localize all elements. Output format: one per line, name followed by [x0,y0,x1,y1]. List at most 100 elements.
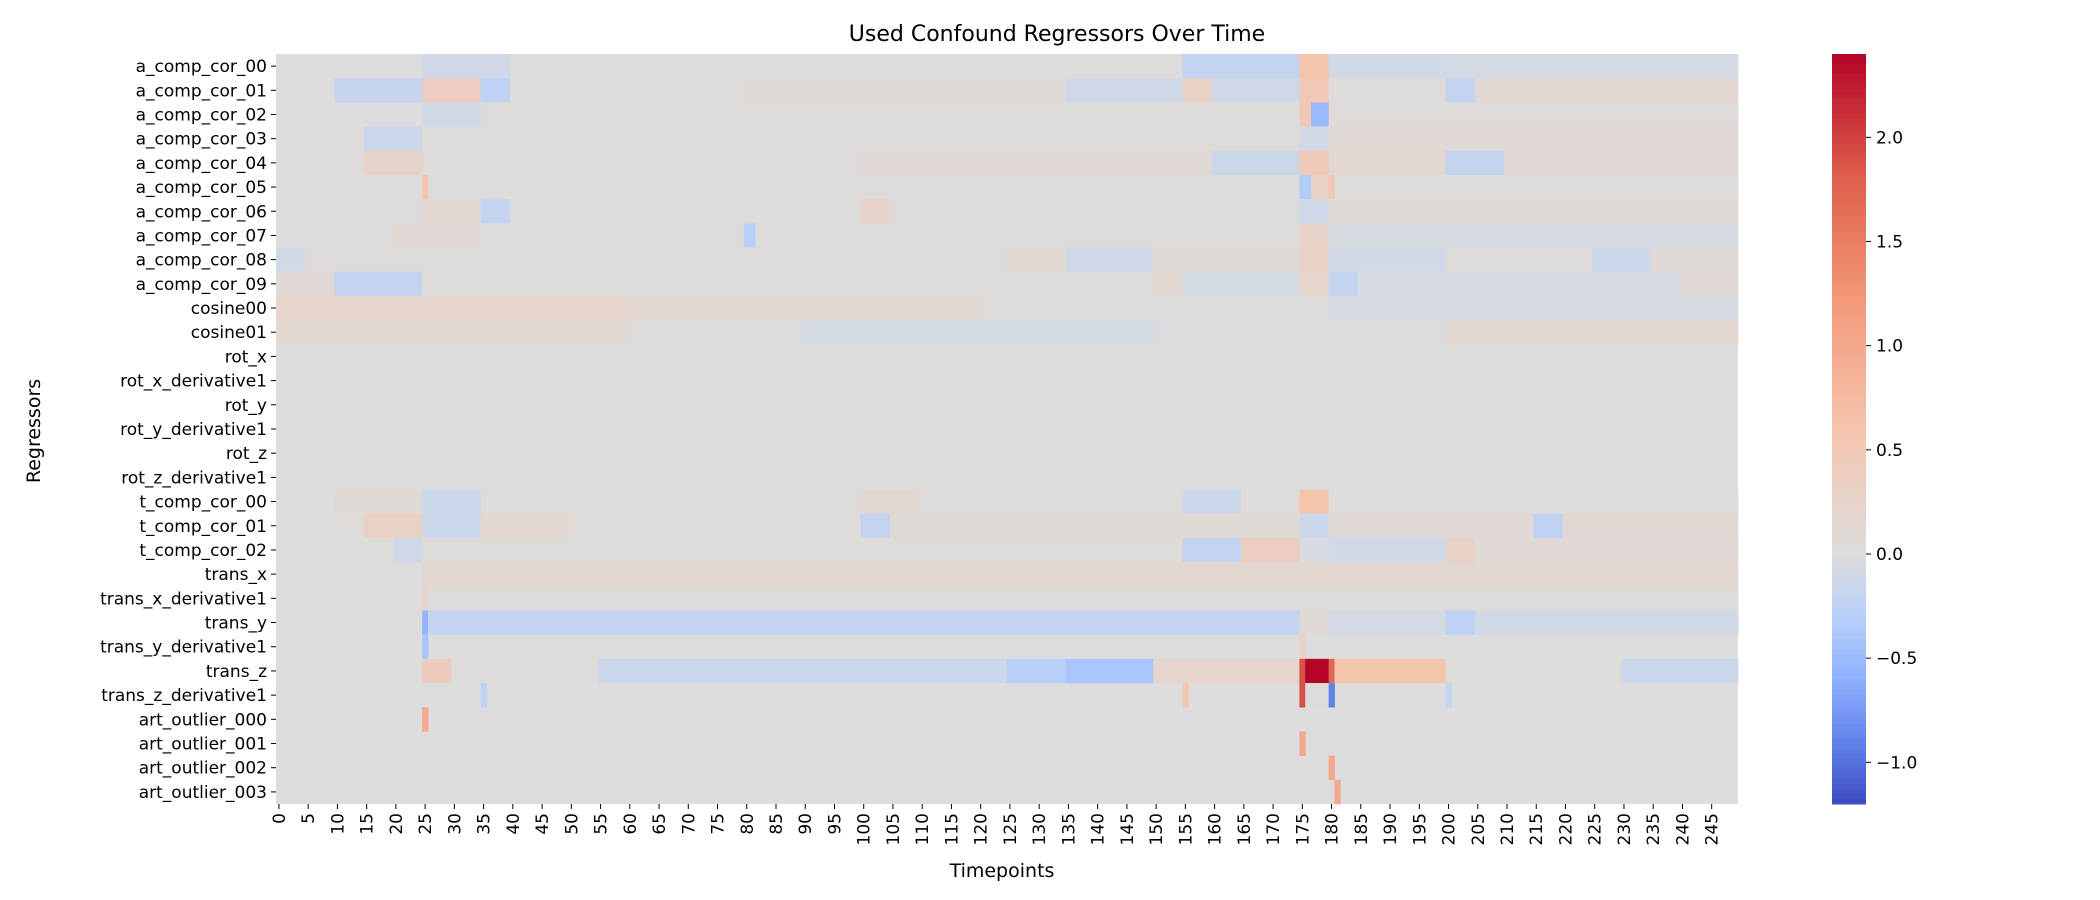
heatmap-cell [1065,78,1183,103]
heatmap-cell [422,658,452,684]
colorbar-strip [1832,309,1866,315]
colorbar-strip [1832,454,1866,460]
y-tick-label: a_comp_cor_06 [136,202,267,222]
x-tick-label: 55 [592,813,612,835]
heatmap-cell [276,513,365,539]
colorbar-strip [1832,714,1866,720]
colorbar-strip [1832,194,1866,200]
x-tick-label: 235 [1644,813,1664,845]
colorbar-strip [1832,269,1866,275]
heatmap-cell [1562,513,1739,539]
colorbar-strip [1832,554,1866,560]
x-tick-label: 60 [621,813,641,835]
colorbar-strip [1832,499,1866,505]
colorbar-strip [1832,669,1866,675]
x-tick-label: 215 [1527,813,1547,845]
y-tick-label: rot_z_derivative1 [121,468,267,488]
colorbar-strip [1832,379,1866,385]
colorbar-strip [1832,164,1866,170]
colorbar-strip [1832,304,1866,310]
heatmap-cell [1007,247,1066,273]
colorbar-strip [1832,719,1866,725]
colorbar-strip [1832,684,1866,690]
x-tick-label: 240 [1673,813,1693,845]
heatmap-cell [1445,78,1476,103]
colorbar-strip [1832,239,1866,245]
heatmap-cell [1299,150,1330,176]
colorbar-strip [1832,159,1866,165]
x-tick-label: 110 [913,813,933,845]
heatmap-cell [334,78,423,103]
heatmap-cell [334,489,423,514]
heatmap-cell [422,586,429,611]
y-tick-label: art_outlier_002 [139,759,267,779]
x-tick-label: 150 [1147,813,1167,845]
heatmap-cell [422,247,1008,273]
colorbar-strip [1832,544,1866,550]
colorbar-strip [1832,789,1866,795]
heatmap-cell [1328,247,1446,273]
y-tick-label: trans_y [205,614,267,634]
heatmap-cell [422,78,482,103]
colorbar-strip [1832,759,1866,765]
colorbar-strip [1832,359,1866,365]
colorbar-strip [1832,74,1866,80]
y-tick-label: a_comp_cor_09 [136,275,267,295]
colorbar-strip [1832,319,1866,325]
colorbar-strip [1832,219,1866,225]
colorbar-strip [1832,329,1866,335]
y-tick-label: a_comp_cor_04 [136,154,267,174]
x-tick-label: 210 [1498,813,1518,845]
colorbar-strip [1832,439,1866,445]
heatmap-cell [1334,174,1739,200]
x-tick-label: 230 [1615,813,1635,845]
heatmap-cell [1328,54,1446,79]
colorbar-strip [1832,799,1866,805]
y-axis-label: Regressors [23,379,45,483]
heatmap-cell [568,513,862,539]
heatmap-cell [428,610,1300,635]
colorbar-strip [1832,774,1866,780]
heatmap-cell [1445,683,1452,708]
x-tick-label: 225 [1586,813,1606,845]
colorbar-strip [1832,394,1866,400]
heatmap-cell [1299,610,1330,635]
colorbar-strip [1832,739,1866,745]
colorbar-strip [1832,479,1866,485]
colorbar-strip [1832,514,1866,520]
heatmap-cell [1474,78,1739,103]
heatmap-cell [428,174,1300,200]
heatmap-cell [422,489,482,514]
heatmap-cell [1328,295,1739,321]
colorbar-strip [1832,729,1866,735]
colorbar-strip [1832,704,1866,710]
heatmap-cell [276,247,306,273]
heatmap-cell [1328,489,1739,514]
y-tick-label: trans_x [205,565,267,585]
colorbar-strip [1832,109,1866,115]
colorbar-strip [1832,449,1866,455]
colorbar-strip [1832,149,1866,155]
heatmap-cell [1328,271,1359,297]
colorbar-strip [1832,534,1866,540]
colorbar-strip [1832,199,1866,205]
colorbar-strip [1832,559,1866,565]
colorbar-strip [1832,524,1866,530]
colorbar-strip [1832,324,1866,330]
colorbar-strip [1832,614,1866,620]
heatmap-cell [1299,537,1330,563]
heatmap-cell [509,199,862,224]
heatmap-cell [480,78,511,103]
colorbar-strip [1832,629,1866,635]
heatmap-cell [422,537,1183,563]
heatmap-cell [1311,174,1330,200]
heatmap-cell [1445,537,1476,563]
heatmap-cell [480,199,511,224]
heatmap-cell [1679,271,1739,297]
heatmap-cell [363,513,423,539]
colorbar-strip [1832,84,1866,90]
heatmap-cell [1474,537,1739,563]
colorbar-tick-label: 1.0 [1876,337,1903,357]
heatmap-cell [597,658,1008,684]
